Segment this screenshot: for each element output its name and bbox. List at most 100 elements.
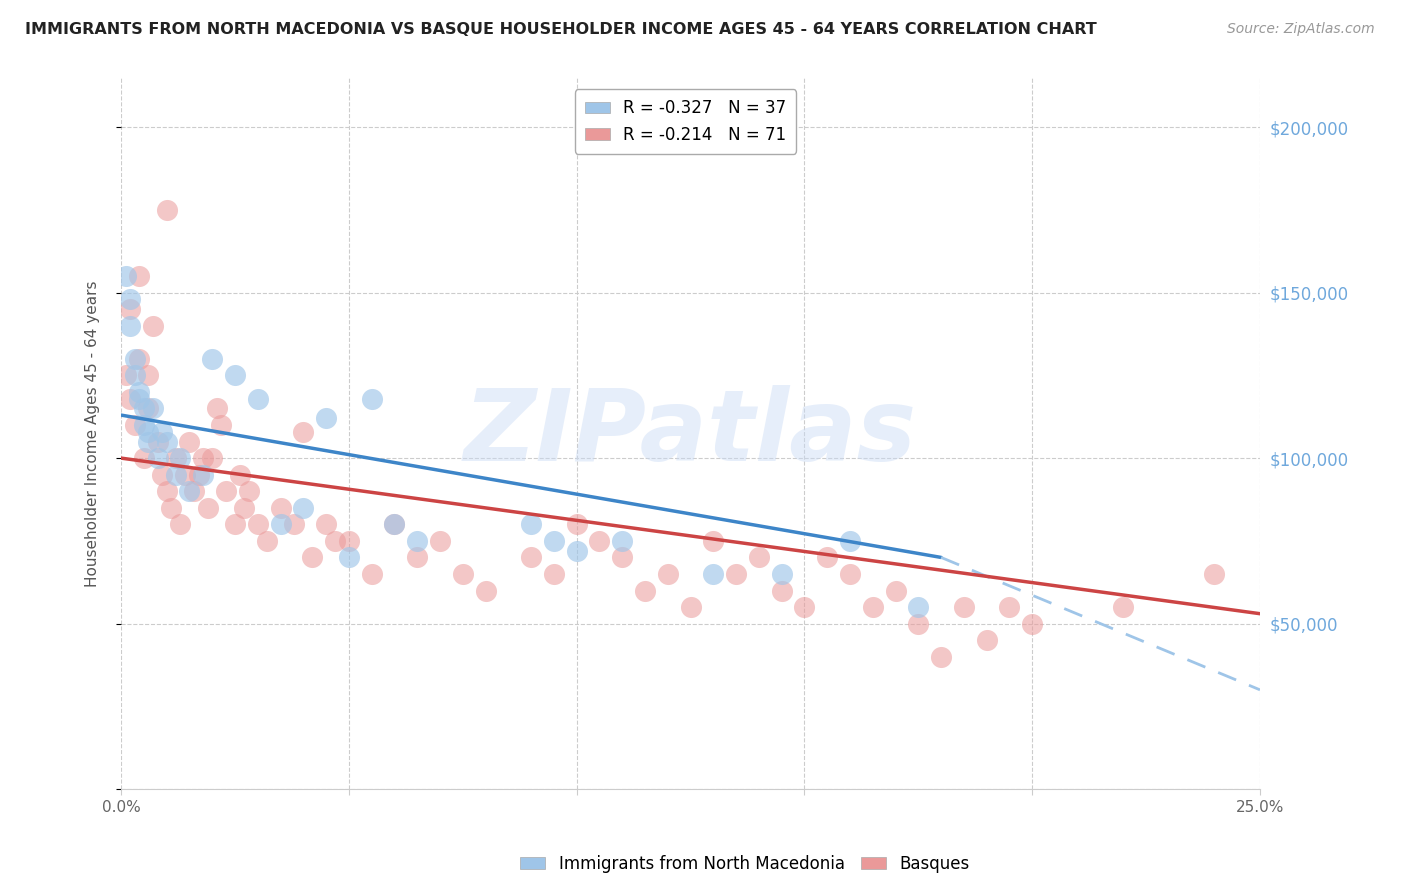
Point xyxy=(1204,566,1226,581)
Point xyxy=(406,550,429,565)
Point xyxy=(165,467,187,482)
Point xyxy=(815,550,838,565)
Point xyxy=(160,500,183,515)
Point xyxy=(191,451,214,466)
Point xyxy=(138,368,160,383)
Point xyxy=(124,368,146,383)
Text: Source: ZipAtlas.com: Source: ZipAtlas.com xyxy=(1227,22,1375,37)
Point xyxy=(270,500,292,515)
Point xyxy=(138,425,160,439)
Point xyxy=(679,600,702,615)
Legend: R = -0.327   N = 37, R = -0.214   N = 71: R = -0.327 N = 37, R = -0.214 N = 71 xyxy=(575,89,796,153)
Point xyxy=(315,411,337,425)
Point xyxy=(770,583,793,598)
Point xyxy=(406,533,429,548)
Point xyxy=(520,517,543,532)
Point xyxy=(128,392,150,406)
Y-axis label: Householder Income Ages 45 - 64 years: Householder Income Ages 45 - 64 years xyxy=(86,280,100,587)
Point xyxy=(839,566,862,581)
Point xyxy=(337,550,360,565)
Point xyxy=(998,600,1021,615)
Point xyxy=(156,434,179,449)
Point xyxy=(474,583,496,598)
Point xyxy=(360,566,382,581)
Point xyxy=(156,202,179,217)
Point xyxy=(543,566,565,581)
Point xyxy=(120,318,142,333)
Point xyxy=(138,434,160,449)
Point xyxy=(862,600,884,615)
Point xyxy=(228,467,250,482)
Point xyxy=(748,550,770,565)
Point xyxy=(292,425,315,439)
Point xyxy=(187,467,209,482)
Point xyxy=(142,318,165,333)
Point xyxy=(179,434,201,449)
Point xyxy=(146,434,169,449)
Point xyxy=(124,351,146,366)
Legend: Immigrants from North Macedonia, Basques: Immigrants from North Macedonia, Basques xyxy=(513,848,977,880)
Point xyxy=(1112,600,1135,615)
Text: ZIPatlas: ZIPatlas xyxy=(464,384,917,482)
Point xyxy=(953,600,976,615)
Point xyxy=(197,500,219,515)
Point xyxy=(565,517,588,532)
Point xyxy=(138,401,160,416)
Point xyxy=(884,583,907,598)
Point xyxy=(588,533,610,548)
Point xyxy=(337,533,360,548)
Point xyxy=(360,392,382,406)
Point xyxy=(702,566,724,581)
Point xyxy=(725,566,748,581)
Point xyxy=(114,268,136,283)
Point xyxy=(929,649,952,664)
Point xyxy=(150,467,173,482)
Point xyxy=(702,533,724,548)
Point xyxy=(183,484,205,499)
Point xyxy=(132,417,155,432)
Point xyxy=(612,550,634,565)
Point xyxy=(205,401,228,416)
Point xyxy=(174,467,197,482)
Point xyxy=(770,566,793,581)
Point xyxy=(201,451,224,466)
Point xyxy=(191,467,214,482)
Point xyxy=(169,517,191,532)
Point xyxy=(201,351,224,366)
Point xyxy=(520,550,543,565)
Point xyxy=(142,401,165,416)
Point xyxy=(301,550,323,565)
Point xyxy=(238,484,260,499)
Point xyxy=(128,351,150,366)
Point xyxy=(165,451,187,466)
Point xyxy=(156,484,179,499)
Point xyxy=(114,368,136,383)
Point xyxy=(256,533,278,548)
Point xyxy=(224,368,246,383)
Point xyxy=(1021,616,1043,631)
Point xyxy=(132,401,155,416)
Point xyxy=(283,517,305,532)
Point xyxy=(233,500,256,515)
Point xyxy=(315,517,337,532)
Point xyxy=(292,500,315,515)
Point xyxy=(224,517,246,532)
Point xyxy=(907,616,929,631)
Point xyxy=(429,533,451,548)
Point xyxy=(246,517,269,532)
Point xyxy=(246,392,269,406)
Point xyxy=(634,583,657,598)
Point xyxy=(120,392,142,406)
Point xyxy=(384,517,406,532)
Point xyxy=(907,600,929,615)
Text: IMMIGRANTS FROM NORTH MACEDONIA VS BASQUE HOUSEHOLDER INCOME AGES 45 - 64 YEARS : IMMIGRANTS FROM NORTH MACEDONIA VS BASQU… xyxy=(25,22,1097,37)
Point xyxy=(215,484,238,499)
Point xyxy=(323,533,346,548)
Point xyxy=(124,417,146,432)
Point xyxy=(839,533,862,548)
Point xyxy=(209,417,232,432)
Point xyxy=(565,543,588,558)
Point xyxy=(270,517,292,532)
Point xyxy=(146,451,169,466)
Point xyxy=(657,566,679,581)
